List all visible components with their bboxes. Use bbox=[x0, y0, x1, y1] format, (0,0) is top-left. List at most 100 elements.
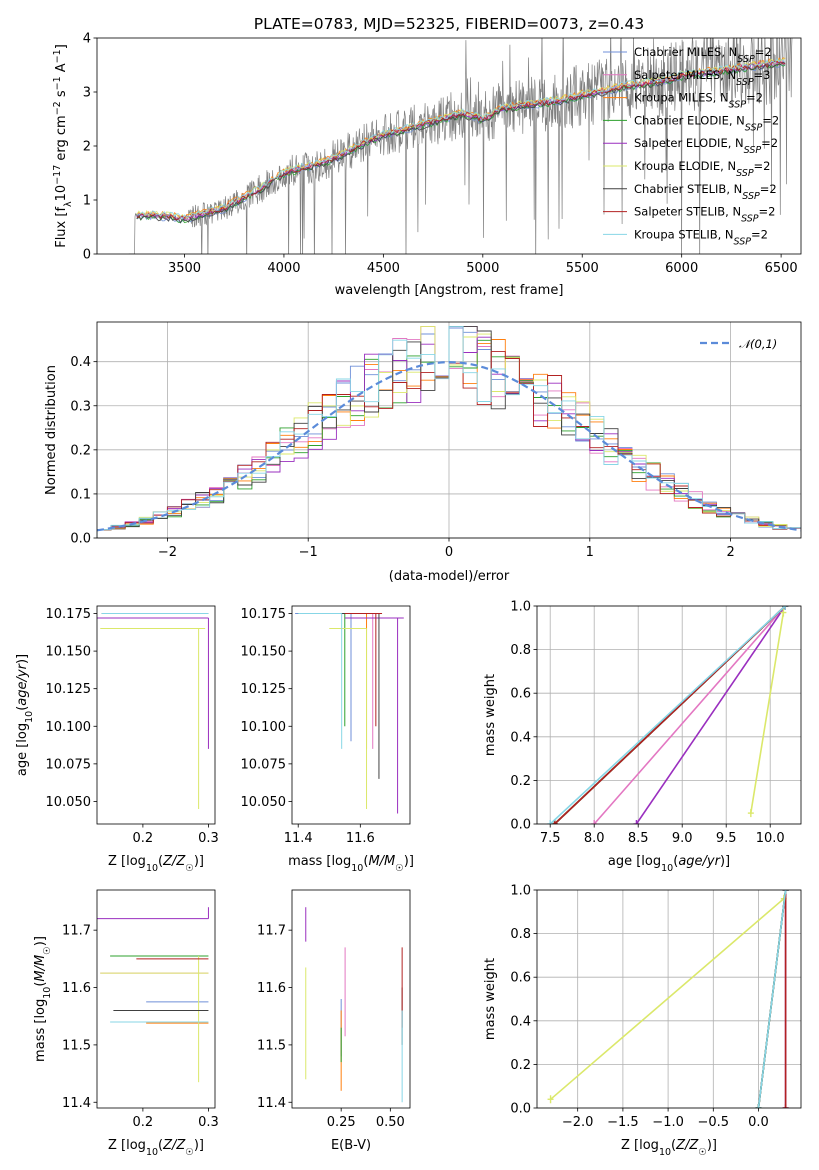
x-tick-label: 4500 bbox=[367, 261, 400, 276]
x-tick-label: 9.5 bbox=[716, 831, 737, 846]
y-tick-label: 0.2 bbox=[510, 1058, 531, 1073]
axes-frame bbox=[291, 605, 411, 825]
y-tick-label: 0.4 bbox=[510, 730, 531, 745]
y-tick-label: 1.0 bbox=[510, 884, 531, 899]
y-tick-label: 11.7 bbox=[62, 924, 91, 939]
label-part: Chabrier STELIB, N bbox=[634, 182, 742, 196]
errorbar-salpeter-stelib bbox=[344, 613, 383, 727]
label-part: 10 bbox=[146, 1147, 158, 1158]
y-tick-label: 0.0 bbox=[510, 818, 531, 833]
x-axis-label: mass [log10(M/M☉)] bbox=[288, 854, 414, 874]
errorbar-kroupa-stelib bbox=[298, 613, 343, 749]
label-part: SSP bbox=[729, 99, 747, 110]
errorbar-kroupa-elodie bbox=[100, 628, 206, 809]
label-part: erg cm bbox=[54, 115, 69, 164]
label-part: Chabrier ELODIE, N bbox=[634, 113, 745, 127]
errorbar-chabrier-elodie bbox=[298, 613, 346, 727]
y-tick-label: 0 bbox=[83, 248, 91, 263]
data-spectrum bbox=[128, 38, 793, 254]
y-tick-label: 11.6 bbox=[62, 981, 91, 996]
label-part: 10 bbox=[661, 863, 673, 874]
label-part: −17 bbox=[52, 165, 63, 185]
x-tick-label: 0.3 bbox=[198, 1115, 219, 1130]
x-tick-label: −1.5 bbox=[607, 1115, 639, 1130]
x-tick-label: −1 bbox=[299, 545, 318, 560]
y-tick-label: 2 bbox=[83, 140, 91, 155]
label-part: Z/Z bbox=[162, 1138, 186, 1153]
figure-title: PLATE=0783, MJD=52325, FIBERID=0073, z=0… bbox=[254, 15, 644, 33]
legend-entry: Kroupa ELODIE, NSSP=2 bbox=[634, 159, 771, 179]
y-tick-label: 0.0 bbox=[510, 1102, 531, 1117]
x-tick-label: 0.3 bbox=[198, 831, 219, 846]
label-part: 10 bbox=[351, 863, 363, 874]
weight-line bbox=[550, 898, 785, 1100]
y-tick-label: 1.0 bbox=[510, 600, 531, 615]
label-part: M/M bbox=[33, 955, 48, 982]
model-spectrum-kroupa-stelib bbox=[136, 57, 786, 220]
x-tick-label: 8.0 bbox=[584, 831, 605, 846]
axes-frame bbox=[96, 889, 216, 1109]
x-tick-label: 8.5 bbox=[628, 831, 649, 846]
y-axis-label: mass [log10(M/M☉)] bbox=[33, 936, 53, 1062]
x-axis-label: wavelength [Angstrom, rest frame] bbox=[335, 283, 564, 298]
mass-weight-vs-metallicity-panel: −2.0 −1.5 −1.0 −0.5 0.0 0.0 0.2 0.4 0.6 0.8 1.0 Z [… bbox=[483, 884, 802, 1158]
x-axis-label: E(B-V) bbox=[331, 1138, 371, 1153]
label-part: A bbox=[54, 63, 69, 76]
x-tick-label: 0.0 bbox=[748, 1115, 769, 1130]
errorbar-chabrier-stelib bbox=[301, 613, 380, 779]
label-part: Z/Z bbox=[162, 854, 186, 869]
x-tick-label: 0.50 bbox=[376, 1115, 405, 1130]
x-tick-label: 1 bbox=[586, 545, 594, 560]
gaussian-curve bbox=[97, 360, 801, 532]
label-part: ( bbox=[671, 1138, 676, 1153]
x-tick-label: 11.4 bbox=[284, 831, 313, 846]
y-tick-label: 11.4 bbox=[62, 1096, 91, 1111]
label-part: SSP bbox=[734, 236, 752, 247]
spectrum-panel: 3500 4000 4500 5000 5500 6000 6500 0 1 2 3 4 Chabrie… bbox=[52, 32, 802, 298]
weight-line-salpeter-elodie bbox=[633, 606, 789, 824]
label-part: =2 bbox=[755, 45, 772, 59]
y-tick-label: 10.100 bbox=[46, 720, 92, 735]
label-part: 10 bbox=[659, 1147, 671, 1158]
y-tick-label: 10.175 bbox=[241, 607, 287, 622]
axes-frame bbox=[536, 605, 802, 825]
label-part: SSP bbox=[745, 122, 763, 133]
y-tick-label: 10.050 bbox=[241, 795, 287, 810]
label-part: 10 bbox=[42, 987, 53, 999]
label-part: Kroupa ELODIE, N bbox=[634, 159, 736, 173]
x-tick-label: 5500 bbox=[566, 261, 599, 276]
errorbar-salpeter-elodie bbox=[97, 907, 209, 920]
y-axis-label: age [log10(age/yr)] bbox=[15, 654, 35, 776]
y-tick-label: 0.6 bbox=[510, 687, 531, 702]
weight-line-kroupa-elodie bbox=[547, 894, 787, 1104]
age-vs-mass-panel: 11.4 11.6 10.050 10.075 10.100 10.125 10.150 10… bbox=[241, 605, 414, 874]
label-part: mass [log bbox=[288, 854, 351, 869]
label-part: 10 bbox=[146, 863, 158, 874]
label-part: )] bbox=[15, 654, 30, 664]
label-part: )] bbox=[707, 1138, 717, 1153]
legend-entry: Chabrier ELODIE, NSSP=2 bbox=[634, 113, 779, 132]
legend-entry: Salpeter STELIB, NSSP=2 bbox=[634, 205, 775, 225]
errorbar-kroupa-elodie bbox=[329, 628, 368, 809]
axes-frame bbox=[536, 889, 802, 1109]
y-tick-label: 3 bbox=[83, 86, 91, 101]
x-tick-label: 10.0 bbox=[756, 831, 785, 846]
x-tick-label: 0 bbox=[445, 545, 453, 560]
plot-area bbox=[295, 613, 404, 814]
label-part: −1 bbox=[52, 49, 63, 63]
axes-frame bbox=[96, 321, 802, 539]
y-tick-label: 0.4 bbox=[70, 355, 91, 370]
plot-area bbox=[128, 38, 793, 254]
label-part: )] bbox=[194, 854, 204, 869]
y-tick-label: 11.5 bbox=[257, 1038, 286, 1053]
y-tick-label: 0.6 bbox=[510, 971, 531, 986]
weight-line-kroupa-stelib bbox=[755, 890, 789, 1108]
label-part: SSP bbox=[742, 190, 760, 201]
x-axis-label: Z [log10(Z/Z☉)] bbox=[108, 854, 204, 874]
x-tick-label: 6500 bbox=[765, 261, 798, 276]
label-part: ☉ bbox=[395, 863, 404, 874]
x-tick-label: −0.5 bbox=[698, 1115, 730, 1130]
weight-line-kroupa-stelib bbox=[547, 606, 789, 824]
